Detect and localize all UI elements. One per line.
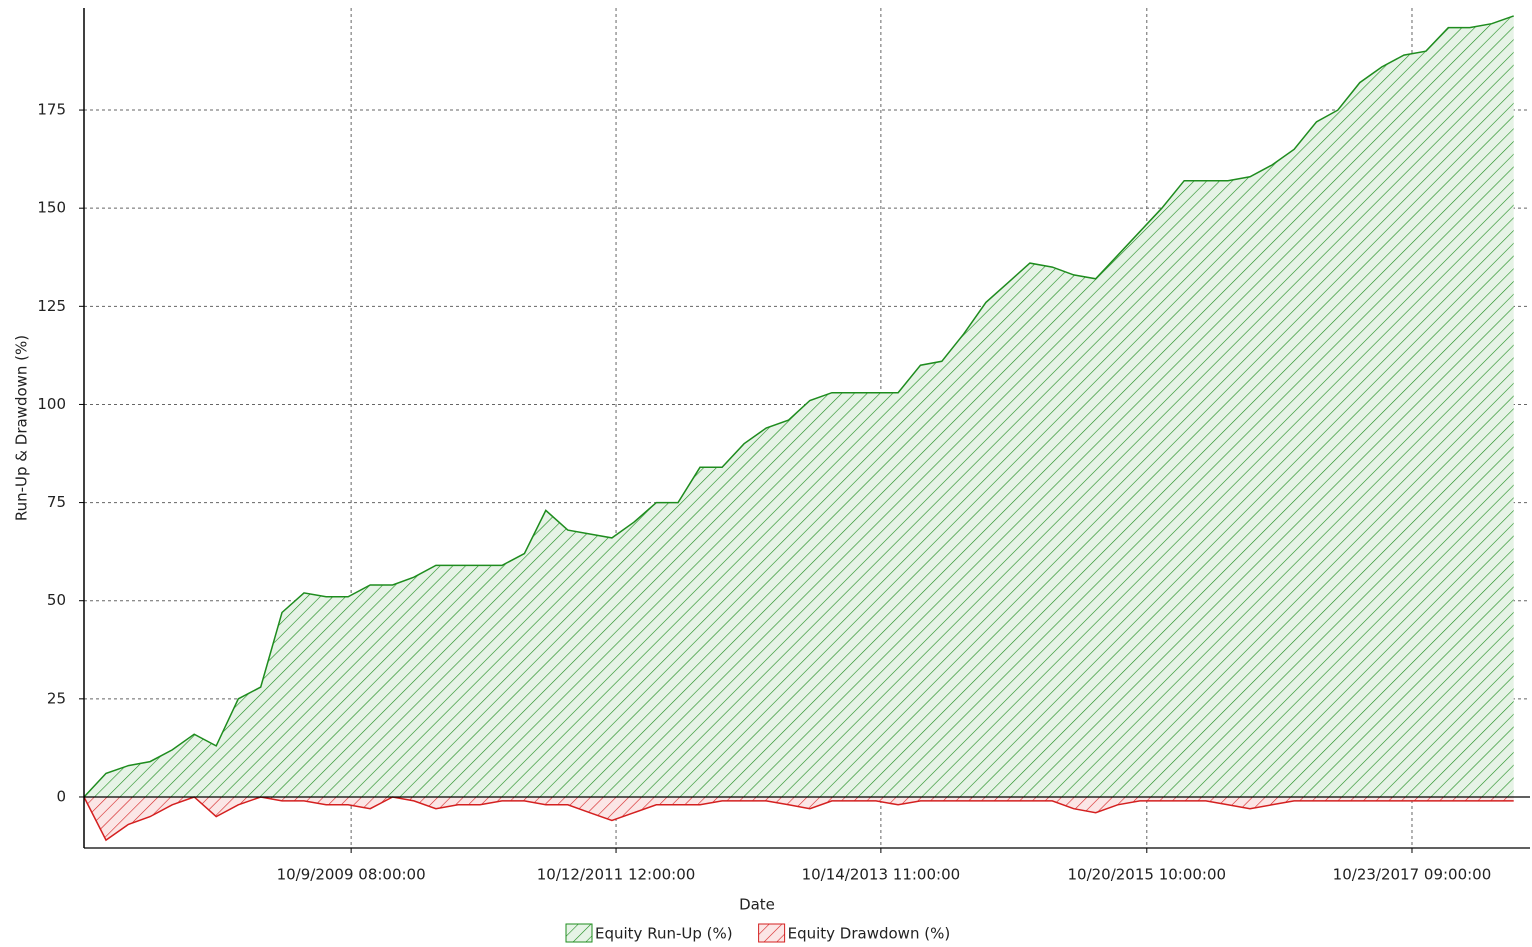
series-line <box>83 796 1514 842</box>
x-tick-label: 10/23/2017 09:00:00 <box>1333 866 1492 884</box>
y-tick-label: 175 <box>37 101 66 119</box>
y-tick-label: 150 <box>37 199 66 217</box>
y-tick-label: 75 <box>47 493 66 511</box>
y-axis-label: Run-Up & Drawdown (%) <box>13 335 31 521</box>
x-axis-label: Date <box>739 896 775 914</box>
y-tick-label: 25 <box>47 689 66 707</box>
x-tick-label: 10/20/2015 10:00:00 <box>1067 866 1226 884</box>
y-tick-label: 50 <box>47 591 66 609</box>
legend-label: Equity Run-Up (%) <box>595 925 733 943</box>
series-line <box>83 15 1514 798</box>
legend-swatch <box>758 923 786 943</box>
x-tick-label: 10/12/2011 12:00:00 <box>537 866 696 884</box>
x-tick-label: 10/9/2009 08:00:00 <box>277 866 426 884</box>
y-tick-label: 0 <box>56 787 66 805</box>
x-tick-label: 10/14/2013 11:00:00 <box>802 866 961 884</box>
area-fill <box>84 15 1514 797</box>
legend-swatch <box>565 923 593 943</box>
legend-label: Equity Drawdown (%) <box>788 925 951 943</box>
y-tick-label: 125 <box>37 297 66 315</box>
y-tick-label: 100 <box>37 395 66 413</box>
area-fill <box>84 796 1514 841</box>
